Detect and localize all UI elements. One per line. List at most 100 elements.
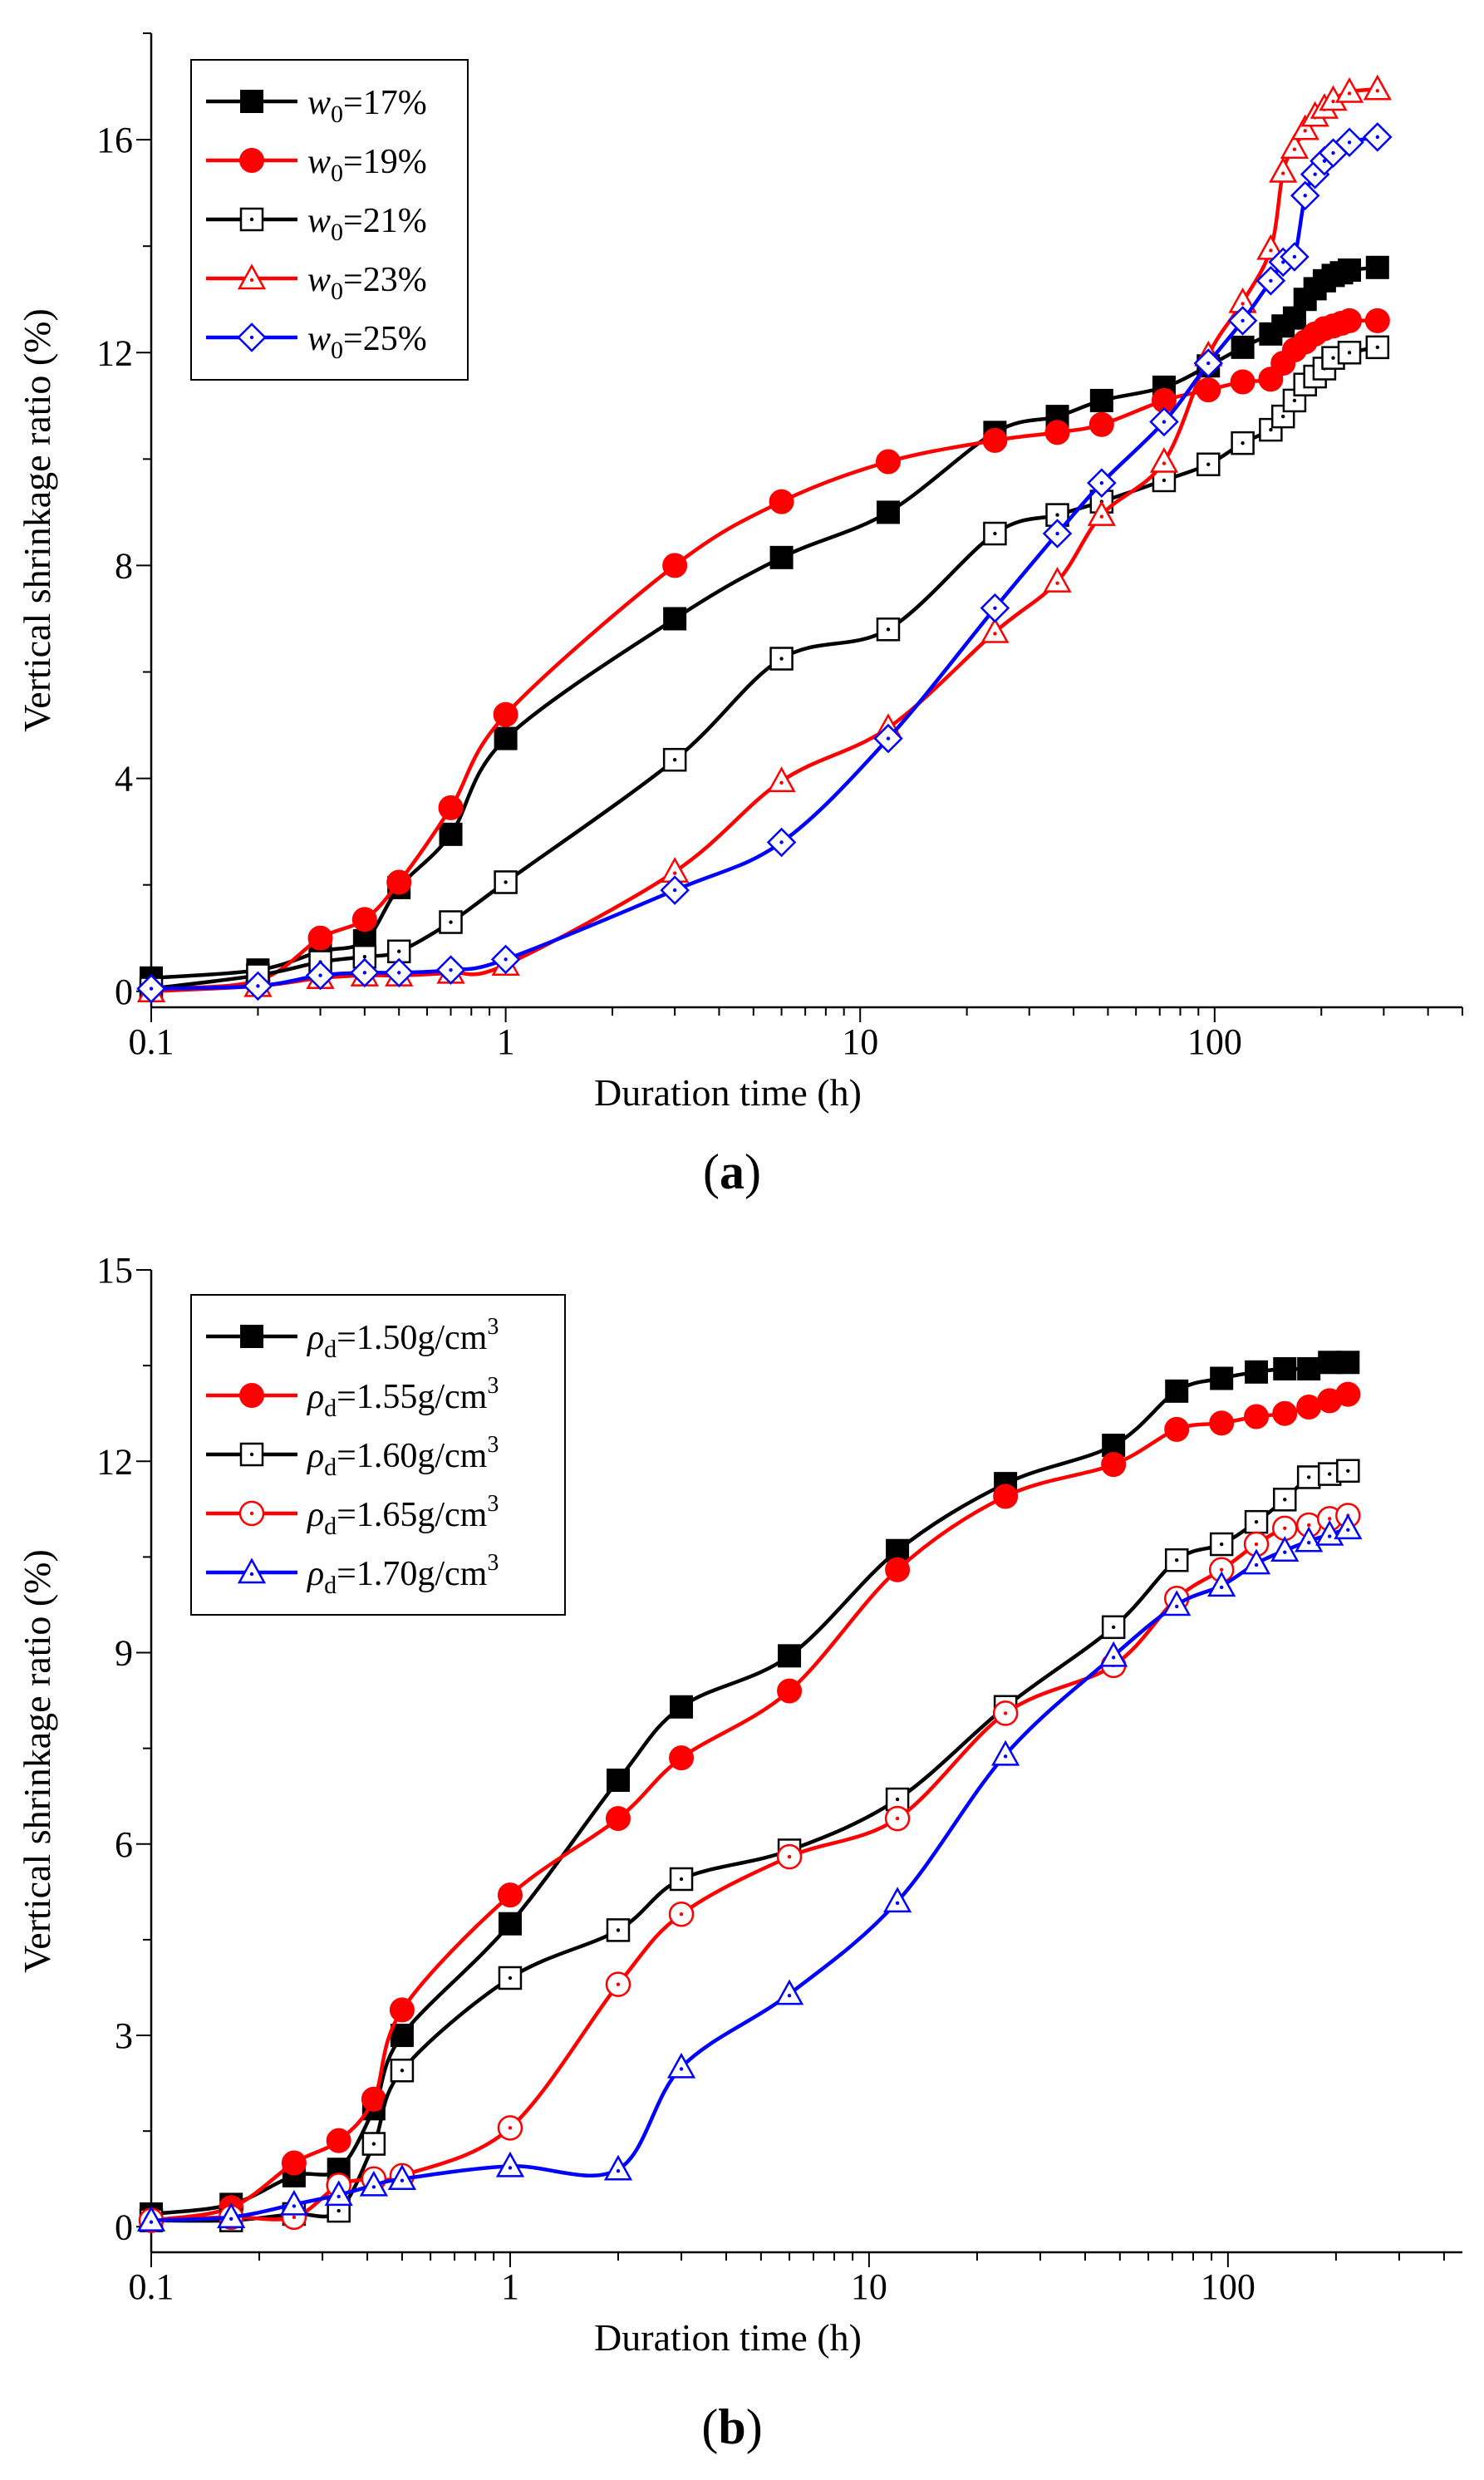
legend-label: ρd=1.65g/cm3 [306,1491,499,1540]
data-point [136,2206,166,2232]
legend-label: w0=17% [307,84,427,128]
legend-label: w0=19% [307,143,427,187]
legend-marker [239,1442,264,1467]
data-point [606,1769,630,1793]
data-point [605,1971,631,1997]
data-point [1290,180,1320,211]
data-point [1334,76,1364,103]
data-point [769,545,794,569]
data-point [1197,452,1221,477]
data-point [882,1887,912,1913]
data-point [1149,406,1179,437]
y-tick-label: 9 [115,1633,133,1674]
series-a-2 [139,308,1390,1001]
data-point [1193,348,1224,378]
data-point [875,449,901,475]
data-point [669,1867,694,1892]
data-point [1101,1615,1126,1640]
data-point [1296,1465,1321,1489]
data-point [1337,341,1362,365]
data-point [1290,114,1319,140]
data-point [1209,1532,1234,1557]
y-axis-label: Vertical shrinkage ratio (%) [16,308,58,732]
data-point [668,1901,695,1927]
x-tick-label: 0.1 [129,2266,174,2307]
data-point [1196,377,1221,403]
data-point [1230,369,1256,395]
data-point [1365,255,1389,279]
data-point [1227,306,1258,336]
data-point [993,1484,1019,1509]
panel-label: (a) [703,1144,761,1199]
data-point [1231,431,1255,455]
data-point [1164,1416,1190,1442]
legend-marker [240,1325,263,1348]
data-point [1165,1379,1189,1403]
x-axis-label: Duration time (h) [594,2316,862,2359]
data-point [1297,1356,1321,1380]
data-point [1087,500,1116,526]
panel-label: (b) [701,2399,762,2454]
data-point [1334,127,1364,158]
data-point [1087,468,1117,498]
data-point [1164,1548,1189,1572]
legend-item: ρd=1.50g/cm3 [206,1314,499,1363]
x-tick-label: 10 [851,2266,887,2307]
data-point [386,939,411,964]
data-point [324,2180,353,2207]
data-point [1209,1410,1235,1436]
data-point [243,971,273,1001]
data-point [1335,1381,1361,1407]
legend-item: w0=23% [206,261,427,305]
data-point [1244,1404,1270,1429]
data-point [498,1912,522,1936]
data-point [666,2052,696,2079]
legend-marker [237,1557,267,1584]
data-point [1365,335,1390,360]
data-point [660,875,690,905]
data-point [438,795,464,820]
data-point [767,766,796,793]
data-point [1244,1509,1269,1534]
chart-panel-a: 0.1 1 10 100 0 4 8 12 16 Duration time (h) Vertica… [16,32,1463,1199]
x-tick-label: 0.1 [129,1021,174,1062]
data-point [876,618,901,642]
data-point [1296,1395,1322,1420]
data-point [136,973,166,1004]
x-axis-label: Duration time (h) [594,1071,862,1114]
data-point [439,910,463,934]
data-point [669,1745,695,1771]
data-point [386,869,412,895]
data-point [1269,156,1298,183]
legend-marker [240,90,263,113]
data-point [1088,411,1114,437]
data-point [1280,242,1310,272]
y-tick-label: 12 [96,1441,133,1482]
data-point [1364,308,1390,333]
data-point [1273,1356,1297,1380]
data-point [778,1644,802,1668]
data-point [1207,1571,1236,1597]
data-point [983,521,1007,546]
data-point [281,2150,307,2176]
data-point [1044,420,1070,445]
data-point [1162,1590,1192,1616]
data-point [1099,1641,1128,1667]
data-point [359,2170,388,2197]
data-point [982,427,1008,453]
data-point [1272,1400,1298,1426]
data-point [980,593,1010,623]
legend-item: ρd=1.60g/cm3 [206,1432,499,1481]
legend-item: ρd=1.70g/cm3 [206,1550,499,1599]
y-tick-label: 0 [115,972,133,1012]
data-point [389,1997,415,2023]
legend: ρd=1.50g/cm3 ρd=1.55g/cm3 ρd=1.60g/cm3 ρd=1… [190,1294,566,1616]
data-point [384,957,414,988]
legend-marker [239,207,264,232]
data-point [217,2202,246,2229]
data-point [980,617,1010,643]
data-point [498,1966,523,1990]
series-b-5 [136,1513,1363,2232]
data-point [350,957,380,988]
